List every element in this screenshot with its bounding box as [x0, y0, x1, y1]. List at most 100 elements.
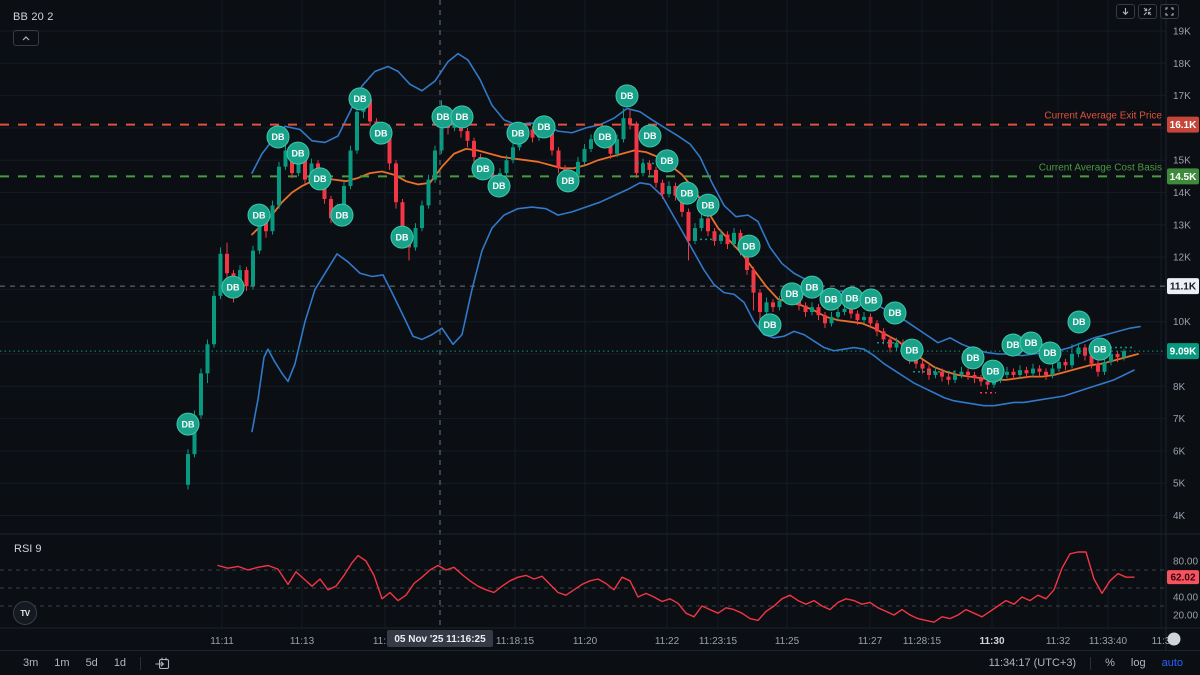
svg-text:DB: DB — [764, 320, 777, 330]
interval-button-5d[interactable]: 5d — [79, 654, 105, 672]
db-trade-marker[interactable]: DB — [883, 301, 907, 325]
collapse-pane-button[interactable] — [13, 30, 39, 46]
db-trade-marker[interactable]: DB — [330, 203, 354, 227]
db-trade-marker[interactable]: DB — [487, 174, 511, 198]
db-trade-marker[interactable]: DB — [369, 121, 393, 145]
db-trade-marker[interactable]: DB — [655, 149, 679, 173]
db-trade-marker[interactable]: DB — [900, 338, 924, 362]
db-trade-marker[interactable]: DB — [471, 157, 495, 181]
svg-text:DB: DB — [987, 366, 1000, 376]
tradingview-logo[interactable]: TV — [13, 601, 37, 625]
db-trade-marker[interactable]: DB — [859, 288, 883, 312]
bollinger-upper-band-line — [251, 52, 1141, 357]
arrow-down-icon — [1122, 8, 1129, 16]
crosshair-price-axis-badge: 11.1K — [1167, 278, 1199, 295]
interval-button-1d[interactable]: 1d — [107, 654, 133, 672]
db-trade-marker[interactable]: DB — [556, 169, 580, 193]
svg-text:15K: 15K — [1173, 156, 1191, 167]
db-trade-marker[interactable]: DB — [532, 115, 556, 139]
svg-text:13K: 13K — [1173, 220, 1191, 231]
go-to-date-button[interactable] — [148, 654, 177, 673]
svg-text:11:13: 11:13 — [290, 636, 315, 647]
db-trade-marker[interactable]: DB — [758, 313, 782, 337]
db-trade-marker[interactable]: DB — [266, 125, 290, 149]
maximize-pane-button[interactable] — [1160, 4, 1179, 19]
db-trade-marker[interactable]: DB — [506, 121, 530, 145]
db-trade-marker[interactable]: DB — [221, 275, 245, 299]
svg-text:DB: DB — [396, 232, 409, 242]
svg-text:DB: DB — [456, 112, 469, 122]
svg-text:DB: DB — [806, 282, 819, 292]
log-scale-button[interactable]: log — [1124, 654, 1153, 672]
db-trade-marker[interactable]: DB — [247, 203, 271, 227]
db-trade-marker[interactable]: DB — [675, 181, 699, 205]
rsi-indicator-title[interactable]: RSI 9 — [14, 543, 42, 555]
db-trade-marker[interactable]: DB — [696, 193, 720, 217]
toolbar-left-group: 3m 1m 5d 1d — [0, 651, 177, 675]
collapse-arrows-icon — [1143, 7, 1152, 16]
bollinger-lower-band-line — [251, 182, 1135, 433]
db-trade-marker[interactable]: DB — [638, 124, 662, 148]
svg-text:11:28:15: 11:28:15 — [903, 636, 942, 647]
db-trade-marker[interactable]: DB — [961, 346, 985, 370]
pane-borders — [0, 0, 1200, 650]
svg-text:DB: DB — [562, 176, 575, 186]
cost-basis-axis-badge: 14.5K — [1167, 168, 1199, 185]
rsi-axis[interactable]: 80.00 40.00 20.00 62.02 — [1167, 557, 1199, 622]
svg-text:DB: DB — [493, 181, 506, 191]
move-pane-down-button[interactable] — [1116, 4, 1135, 19]
db-trade-markers[interactable]: DB DB DB DB DB DB DB DB DB DB DB DB DB DB DB DB DB DB DB DB… — [176, 84, 1112, 436]
svg-text:11:32: 11:32 — [1046, 636, 1071, 647]
rsi-series-line — [217, 551, 1135, 623]
chart-area[interactable]: Current Average Exit Price Current Averag… — [0, 0, 1200, 650]
price-axis[interactable]: 19K 18K 17K 15K 14K 13K 12K 10K 8K 7K 6K 5K 4K 16.1K 1… — [1167, 27, 1199, 523]
db-trade-marker[interactable]: DB — [615, 84, 639, 108]
percent-scale-button[interactable]: % — [1098, 654, 1122, 672]
svg-text:DB: DB — [1007, 340, 1020, 350]
svg-text:DB: DB — [227, 282, 240, 292]
auto-scale-button[interactable]: auto — [1155, 654, 1190, 672]
svg-text:11:33:40: 11:33:40 — [1089, 636, 1128, 647]
db-trade-marker[interactable]: DB — [800, 275, 824, 299]
svg-text:DB: DB — [786, 289, 799, 299]
tradingview-logo-glyph: TV — [20, 608, 30, 618]
maximize-icon — [1165, 7, 1174, 16]
interval-button-3m[interactable]: 3m — [16, 654, 45, 672]
candlestick-series — [186, 87, 1126, 490]
crosshair-time-badge: 05 Nov '25 11:16:25 — [387, 630, 493, 647]
db-trade-marker[interactable]: DB — [780, 282, 804, 306]
db-trade-marker[interactable]: DB — [176, 412, 200, 436]
svg-text:14K: 14K — [1173, 188, 1191, 199]
time-axis-dot[interactable] — [1167, 632, 1181, 646]
db-trade-marker[interactable]: DB — [737, 234, 761, 258]
chevron-up-icon — [22, 36, 30, 41]
interval-button-1m[interactable]: 1m — [47, 654, 76, 672]
db-trade-marker[interactable]: DB — [390, 225, 414, 249]
db-trade-marker[interactable]: DB — [1038, 341, 1062, 365]
indicator-title[interactable]: BB 20 2 — [13, 11, 54, 23]
svg-text:DB: DB — [272, 132, 285, 142]
db-trade-marker[interactable]: DB — [593, 125, 617, 149]
db-trade-marker[interactable]: DB — [1019, 331, 1043, 355]
db-trade-marker[interactable]: DB — [981, 359, 1005, 383]
svg-text:11:27: 11:27 — [858, 636, 883, 647]
collapse-pane-button-top[interactable] — [1138, 4, 1157, 19]
clock-button[interactable]: 11:34:17 (UTC+3) — [982, 654, 1084, 672]
db-trade-marker[interactable]: DB — [286, 141, 310, 165]
db-trade-marker[interactable]: DB — [819, 287, 843, 311]
db-trade-marker[interactable]: DB — [1067, 310, 1091, 334]
db-trade-marker[interactable]: DB — [308, 167, 332, 191]
db-trade-marker[interactable]: DB — [450, 105, 474, 129]
db-trade-marker[interactable]: DB — [348, 87, 372, 111]
svg-text:DB: DB — [1094, 344, 1107, 354]
time-axis[interactable]: 11:11 11:13 11:15 11:18:15 11:20 11:22 11:23:1… — [210, 630, 1181, 647]
chart-canvas[interactable]: Current Average Exit Price Current Averag… — [0, 0, 1200, 650]
svg-text:DB: DB — [889, 308, 902, 318]
db-trade-marker[interactable]: DB — [1088, 337, 1112, 361]
bottom-toolbar: 3m 1m 5d 1d 11:34:17 (UTC+3) % log auto — [0, 650, 1200, 675]
svg-text:62.02: 62.02 — [1170, 573, 1195, 584]
svg-text:DB: DB — [1025, 338, 1038, 348]
db-trade-marker[interactable]: DB — [431, 105, 455, 129]
svg-text:4K: 4K — [1173, 511, 1186, 522]
indicator-legend: BB 20 2 — [13, 7, 54, 46]
